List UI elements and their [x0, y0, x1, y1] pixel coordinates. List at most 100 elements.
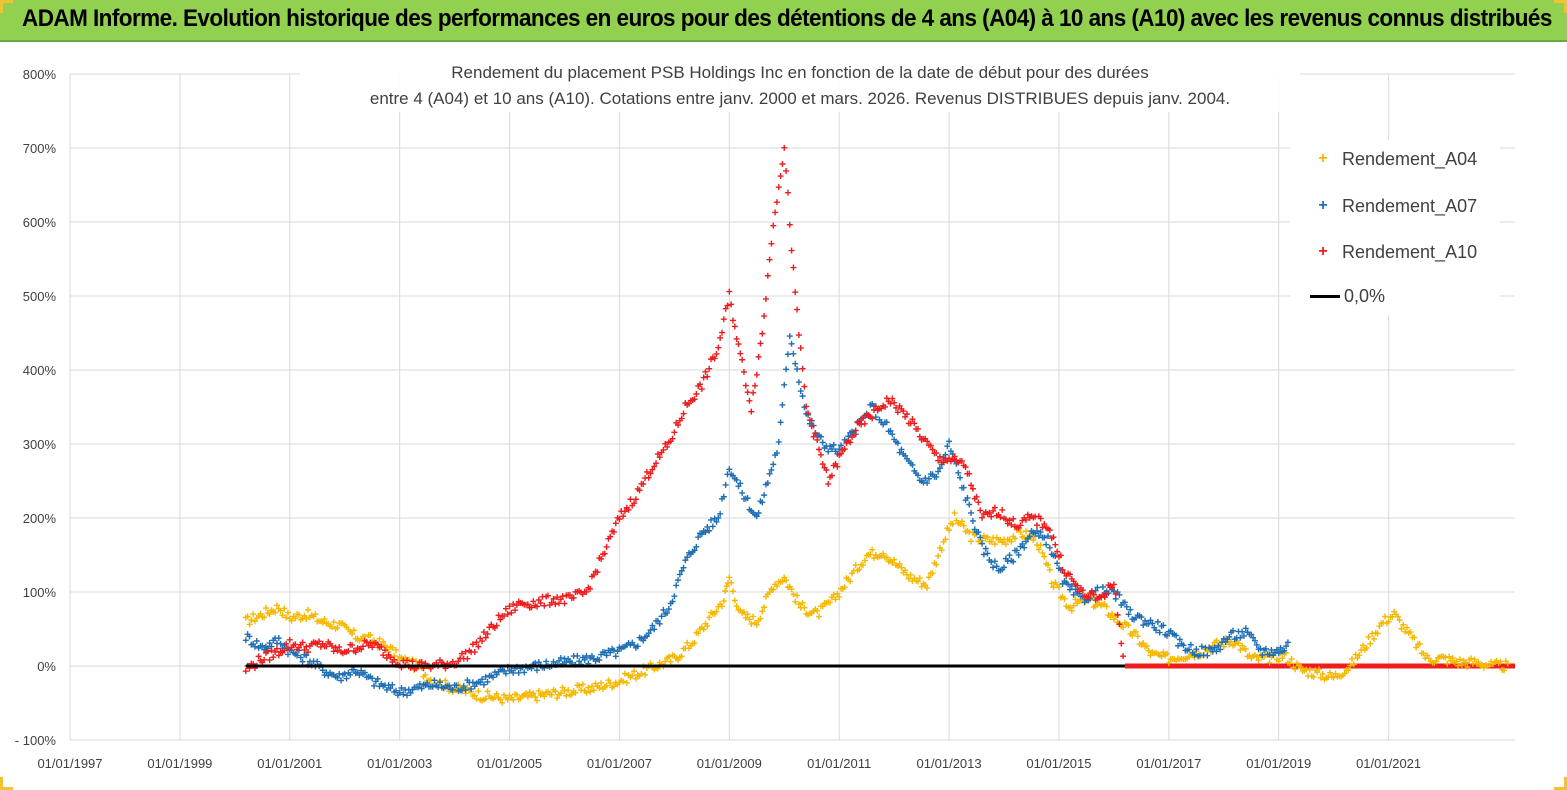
- data-point: [847, 578, 854, 585]
- data-point: [513, 602, 520, 609]
- data-point: [766, 589, 773, 596]
- data-point: [603, 652, 610, 659]
- data-point: [1327, 669, 1334, 676]
- data-point: [1134, 633, 1141, 640]
- data-point: [678, 415, 685, 422]
- data-point: [792, 360, 799, 367]
- data-point: [786, 333, 793, 340]
- data-point: [764, 480, 771, 487]
- data-point: [799, 365, 806, 372]
- data-point: [770, 222, 777, 229]
- data-point: [678, 567, 685, 574]
- data-point: [975, 499, 982, 506]
- data-point: [305, 606, 312, 613]
- data-point: [718, 603, 725, 610]
- data-point: [303, 615, 310, 622]
- data-point: [790, 264, 797, 271]
- data-point: [374, 675, 381, 682]
- data-point: [598, 555, 605, 562]
- plus-marker-icon: +: [1318, 243, 1328, 261]
- data-point: [828, 445, 835, 452]
- data-point: [579, 681, 586, 688]
- data-point: [349, 642, 356, 649]
- data-point: [1030, 537, 1037, 544]
- data-point: [400, 691, 407, 698]
- data-point: [990, 507, 997, 514]
- data-point: [371, 682, 378, 689]
- data-point: [755, 510, 762, 517]
- data-point: [469, 679, 476, 686]
- data-point: [991, 504, 998, 511]
- data-point: [312, 611, 319, 618]
- data-point: [345, 647, 352, 654]
- data-point: [1310, 673, 1317, 680]
- data-point: [1349, 655, 1355, 662]
- data-point: [449, 658, 456, 665]
- data-point: [422, 671, 429, 678]
- x-tick-label: 01/01/2013: [917, 756, 982, 771]
- data-point: [548, 599, 555, 606]
- data-point: [722, 305, 729, 312]
- data-point: [1066, 586, 1073, 593]
- data-point: [1314, 669, 1321, 676]
- data-point: [988, 513, 995, 520]
- data-point: [662, 658, 669, 665]
- data-point: [887, 427, 894, 434]
- data-point: [969, 518, 976, 525]
- data-point: [986, 509, 993, 516]
- data-point: [715, 514, 722, 521]
- data-point: [1259, 652, 1266, 659]
- data-point: [475, 688, 482, 695]
- data-point: [797, 345, 804, 352]
- data-point: [799, 599, 806, 606]
- data-point: [1286, 660, 1293, 667]
- data-point: [746, 397, 753, 404]
- data-point: [761, 604, 768, 611]
- data-point: [501, 612, 508, 619]
- data-point: [464, 655, 471, 662]
- data-point: [682, 557, 689, 564]
- data-point: [535, 687, 542, 694]
- data-point: [1023, 516, 1030, 523]
- data-point: [286, 636, 293, 643]
- data-point: [946, 527, 953, 534]
- data-point: [761, 313, 768, 320]
- data-point: [740, 368, 747, 375]
- data-point: [662, 440, 669, 447]
- data-point: [728, 301, 735, 308]
- data-point: [1374, 630, 1381, 637]
- data-point: [1242, 625, 1249, 632]
- data-point: [524, 693, 531, 700]
- data-point: [1160, 622, 1167, 629]
- data-point: [817, 451, 824, 458]
- data-point: [1002, 541, 1009, 548]
- data-point: [944, 443, 951, 450]
- data-point: [739, 489, 746, 496]
- data-point: [1347, 662, 1354, 669]
- data-point: [1424, 652, 1431, 659]
- data-point: [766, 470, 773, 477]
- data-point: [1215, 642, 1222, 649]
- data-point: [1109, 610, 1116, 617]
- data-point: [806, 417, 813, 424]
- data-point: [695, 630, 702, 637]
- data-point: [979, 514, 986, 521]
- data-point: [358, 667, 365, 674]
- chart-title-line2: entre 4 (A04) et 10 ans (A10). Cotations…: [369, 89, 1231, 108]
- data-point: [649, 622, 656, 629]
- data-point: [1396, 617, 1403, 624]
- data-point: [603, 682, 610, 689]
- data-point: [627, 496, 634, 503]
- data-point: [783, 167, 790, 174]
- data-point: [960, 484, 967, 491]
- data-point: [861, 420, 868, 427]
- data-point: [1385, 618, 1392, 625]
- data-point: [751, 382, 758, 389]
- data-point: [737, 480, 744, 487]
- data-point: [1226, 633, 1233, 640]
- data-point: [246, 621, 253, 628]
- data-point: [1127, 606, 1134, 613]
- data-point: [297, 654, 304, 661]
- data-point: [827, 599, 834, 606]
- data-point: [334, 647, 341, 654]
